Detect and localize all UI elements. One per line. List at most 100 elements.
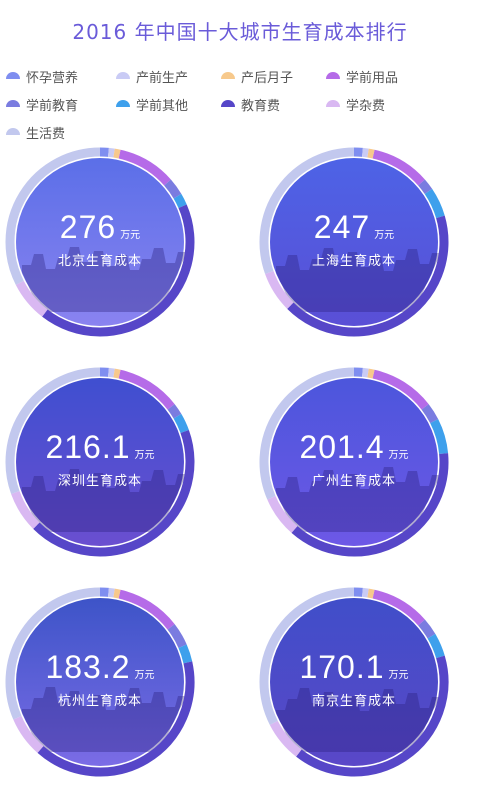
ring-segment bbox=[259, 367, 355, 500]
ring-segment bbox=[269, 720, 302, 757]
legend-label: 学前用品 bbox=[346, 70, 399, 86]
city-ring-chart[interactable]: 216.1 万元 深圳生育成本 bbox=[2, 364, 198, 560]
ring-segment bbox=[37, 661, 195, 777]
ring-segment bbox=[367, 148, 375, 159]
ring-segment bbox=[113, 148, 121, 159]
ring-segment bbox=[367, 368, 375, 379]
city-ring-chart[interactable]: 276 万元 北京生育成本 bbox=[2, 144, 198, 340]
city-photo-backdrop bbox=[16, 598, 184, 766]
ring-segment bbox=[173, 413, 189, 434]
legend-label: 怀孕营养 bbox=[26, 70, 79, 86]
ring-segment bbox=[291, 453, 449, 557]
ring-segment bbox=[178, 644, 193, 664]
legend-swatch-icon bbox=[6, 127, 20, 135]
ring-segment bbox=[173, 193, 187, 209]
legend-swatch-icon bbox=[6, 71, 20, 79]
ring-segment bbox=[108, 147, 115, 158]
city-ring-chart[interactable]: 201.4 万元 广州生育成本 bbox=[256, 364, 452, 560]
legend-label: 产后月子 bbox=[241, 70, 294, 86]
ring-segment bbox=[5, 587, 101, 720]
ring-segment bbox=[167, 624, 187, 649]
legend-swatch-icon bbox=[326, 99, 340, 107]
ring-segment bbox=[362, 147, 369, 158]
ring-chart-svg bbox=[5, 147, 195, 337]
legend-swatch-icon bbox=[116, 71, 130, 79]
legend-swatch-icon bbox=[116, 99, 130, 107]
ring-segment bbox=[287, 215, 449, 337]
legend-item[interactable]: 教育费 bbox=[221, 94, 326, 114]
ring-chart-svg bbox=[259, 587, 449, 777]
legend-label: 学前教育 bbox=[26, 98, 79, 114]
legend-item[interactable]: 学前其他 bbox=[116, 94, 221, 114]
legend-swatch-icon bbox=[326, 71, 340, 79]
skyline-silhouette bbox=[276, 467, 441, 532]
ring-segment bbox=[118, 149, 171, 186]
ring-segment bbox=[367, 588, 375, 599]
ring-segment bbox=[424, 188, 445, 219]
ring-segment bbox=[362, 367, 369, 378]
legend-label: 教育费 bbox=[241, 98, 281, 114]
ring-segment bbox=[13, 715, 44, 753]
ring-segment bbox=[5, 367, 101, 495]
city-photo-backdrop bbox=[16, 158, 184, 326]
skyline-silhouette bbox=[276, 248, 441, 312]
ring-segment bbox=[15, 280, 48, 317]
ring-segment bbox=[418, 619, 436, 639]
legend-item[interactable]: 怀孕营养 bbox=[6, 66, 116, 86]
ring-segment bbox=[33, 429, 195, 557]
ring-segment bbox=[372, 369, 429, 410]
ring-segment bbox=[296, 655, 449, 777]
legend: 怀孕营养 产前生产 产后月子 学前用品学前教育 学前其他 教育费 学杂费生活费 bbox=[6, 66, 476, 142]
city-photo-backdrop bbox=[270, 378, 438, 546]
legend-item[interactable]: 产后月子 bbox=[221, 66, 326, 86]
ring-chart-svg bbox=[259, 367, 449, 557]
city-ring-chart[interactable]: 183.2 万元 杭州生育成本 bbox=[2, 584, 198, 780]
ring-segment bbox=[259, 147, 355, 275]
ring-segment bbox=[113, 368, 121, 379]
ring-segment bbox=[42, 204, 195, 337]
city-ring-chart[interactable]: 247 万元 上海生育成本 bbox=[256, 144, 452, 340]
ring-segment bbox=[372, 589, 425, 626]
city-ring-chart[interactable]: 170.1 万元 南京生育成本 bbox=[256, 584, 452, 780]
ring-chart-svg bbox=[259, 147, 449, 337]
skyline-silhouette bbox=[22, 469, 187, 532]
ring-segment bbox=[259, 587, 355, 725]
ring-segment bbox=[118, 369, 175, 410]
ring-segment bbox=[372, 149, 425, 186]
ring-segment bbox=[118, 589, 175, 630]
legend-swatch-icon bbox=[221, 71, 235, 79]
legend-label: 生活费 bbox=[26, 126, 66, 142]
legend-label: 产前生产 bbox=[136, 70, 189, 86]
page-title: 2016 年中国十大城市生育成本排行 bbox=[72, 20, 408, 44]
ring-chart-svg bbox=[5, 587, 195, 777]
legend-item[interactable]: 学杂费 bbox=[326, 94, 436, 114]
legend-label: 学前其他 bbox=[136, 98, 189, 114]
city-photo-backdrop bbox=[270, 158, 438, 326]
skyline-silhouette bbox=[22, 247, 187, 312]
ring-segment bbox=[5, 147, 101, 285]
ring-segment bbox=[167, 404, 182, 419]
ring-segment bbox=[164, 179, 182, 199]
ring-segment bbox=[362, 587, 369, 598]
ring-segment bbox=[267, 495, 298, 533]
ring-segment bbox=[421, 404, 439, 424]
legend-item[interactable]: 生活费 bbox=[6, 122, 116, 142]
skyline-silhouette bbox=[22, 687, 187, 752]
ring-segment bbox=[108, 367, 115, 378]
ring-segment bbox=[427, 633, 445, 659]
ring-segment bbox=[11, 490, 40, 529]
legend-swatch-icon bbox=[6, 99, 20, 107]
city-photo-backdrop bbox=[270, 598, 438, 766]
ring-segment bbox=[265, 270, 294, 309]
legend-item[interactable]: 产前生产 bbox=[116, 66, 221, 86]
legend-label: 学杂费 bbox=[346, 98, 386, 114]
ring-segment bbox=[418, 179, 433, 194]
legend-item[interactable]: 学前教育 bbox=[6, 94, 116, 114]
city-photo-backdrop bbox=[16, 378, 184, 546]
ring-segment bbox=[113, 588, 121, 599]
ring-chart-svg bbox=[5, 367, 195, 557]
legend-swatch-icon bbox=[221, 99, 235, 107]
legend-item[interactable]: 学前用品 bbox=[326, 66, 436, 86]
ring-segment bbox=[108, 587, 115, 598]
